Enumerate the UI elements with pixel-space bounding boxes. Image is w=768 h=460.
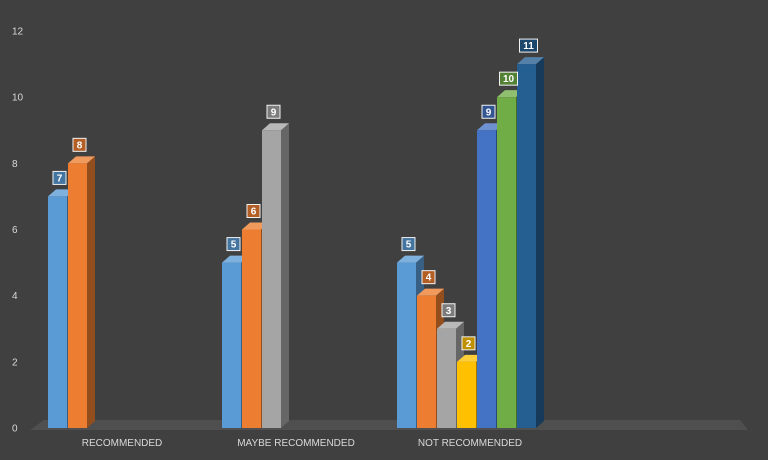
data-label-text: 9 (486, 107, 492, 118)
y-tick-label: 6 (12, 225, 18, 236)
bar-top (397, 255, 424, 263)
data-label-text: 3 (446, 306, 452, 317)
data-label: 9 (481, 104, 496, 119)
data-label-text: 6 (251, 207, 257, 218)
bar-front (262, 130, 281, 428)
data-label-box (499, 71, 518, 86)
bars (48, 57, 544, 429)
x-category-label: NOT RECOMMENDED (418, 438, 522, 449)
data-label-box (481, 104, 496, 119)
bar (68, 156, 95, 429)
data-label: 11 (519, 38, 538, 53)
bar-front (437, 328, 456, 428)
data-label: 10 (499, 71, 518, 86)
y-tick-label: 2 (12, 357, 18, 368)
bar-front (457, 361, 476, 428)
bar-front (517, 64, 536, 428)
bar-front (222, 262, 241, 428)
data-label-box (519, 38, 538, 53)
bar-front (417, 295, 436, 428)
y-tick-label: 8 (12, 159, 18, 170)
bar-top (68, 156, 95, 164)
data-label: 9 (266, 104, 281, 119)
bar-side (281, 123, 289, 428)
y-tick-label: 12 (12, 27, 24, 38)
x-category-label: MAYBE RECOMMENDED (237, 438, 355, 449)
x-category-label: RECOMMENDED (82, 438, 163, 449)
data-labels: 7 8 5 6 9 5 4 3 2 9 10 11 (52, 38, 538, 351)
data-label-text: 5 (231, 240, 237, 251)
bar-front (397, 262, 416, 428)
bar (517, 57, 544, 428)
data-label-text: 10 (503, 74, 515, 85)
x-axis: RECOMMENDED MAYBE RECOMMENDED NOT RECOMMEN… (82, 438, 522, 449)
bar-side (87, 156, 95, 429)
data-label: 7 (52, 170, 67, 185)
data-label: 5 (401, 237, 416, 252)
data-label-box (226, 237, 241, 252)
bar-top (437, 321, 464, 329)
bar-top (262, 123, 289, 131)
data-label-text: 2 (466, 339, 472, 350)
data-label: 4 (421, 270, 436, 285)
data-label-box (441, 303, 456, 318)
y-axis: 0 2 4 6 8 10 12 (12, 27, 24, 435)
data-label-text: 7 (57, 173, 63, 184)
y-tick-label: 10 (12, 93, 24, 104)
bar-front (242, 229, 261, 428)
bar-front (48, 196, 67, 428)
bar-front (68, 163, 87, 429)
data-label: 8 (72, 137, 87, 152)
data-label-box (246, 204, 261, 218)
data-label-box (266, 104, 281, 119)
bar-front (497, 97, 516, 429)
data-label: 3 (441, 303, 456, 318)
data-label-box (401, 237, 416, 252)
bar-side (536, 57, 544, 428)
bar-top (417, 288, 444, 296)
bar (262, 123, 289, 428)
data-label-box (72, 137, 87, 152)
data-label-text: 9 (271, 107, 277, 118)
data-label: 5 (226, 237, 241, 252)
data-label-text: 4 (426, 273, 432, 284)
bar-front (477, 130, 496, 428)
chart-floor (30, 420, 748, 430)
y-tick-label: 4 (12, 291, 18, 302)
data-label-box (52, 170, 67, 185)
data-label-box (461, 336, 476, 351)
bar-top (517, 57, 544, 65)
data-label-text: 5 (406, 240, 412, 251)
data-label-box (421, 270, 436, 285)
data-label-text: 8 (77, 140, 83, 151)
data-label: 2 (461, 336, 476, 351)
data-label: 6 (246, 204, 261, 218)
data-label-text: 11 (523, 41, 534, 52)
y-tick-label: 0 (12, 424, 18, 435)
